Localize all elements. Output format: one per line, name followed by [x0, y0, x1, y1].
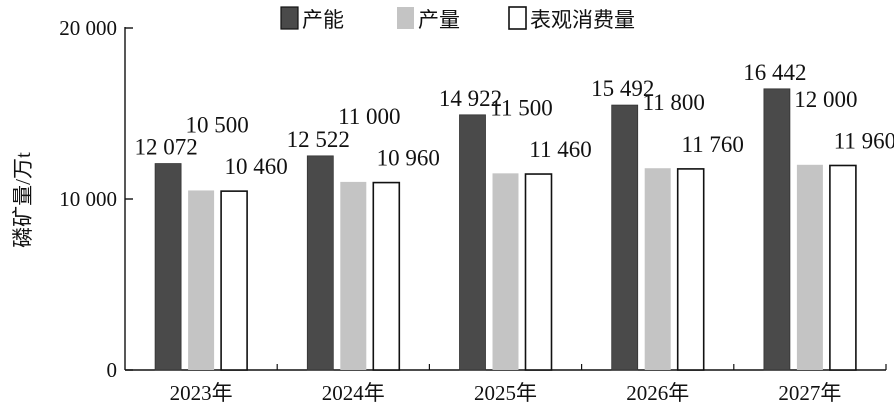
bar-production [492, 173, 519, 370]
legend: 产能 产量 表观消费量 [280, 6, 635, 32]
data-label-consumption: 11 960 [834, 128, 894, 153]
bar-consumption [220, 190, 248, 371]
y-tick-label: 20 000 [59, 16, 117, 40]
legend-swatch-production [397, 7, 414, 29]
y-tick-label: 10 000 [59, 187, 117, 211]
data-label-consumption: 10 960 [377, 146, 440, 171]
legend-label-consumption: 表观消费量 [530, 8, 635, 32]
bar-production [340, 181, 367, 370]
data-label-capacity: 15 492 [591, 76, 654, 101]
y-axis: 20 000 10 000 0 [59, 16, 133, 382]
legend-swatch-capacity [280, 6, 299, 30]
bar-consumption [676, 168, 705, 371]
bar-production [188, 190, 215, 370]
x-tick-label: 2025年 [474, 381, 537, 405]
data-label-production: 11 500 [490, 95, 552, 120]
bar-consumption [524, 173, 553, 371]
data-label-capacity: 14 922 [439, 86, 502, 111]
bar-production [796, 164, 823, 370]
legend-item-capacity: 产能 [280, 6, 344, 32]
legend-item-production: 产量 [397, 7, 460, 32]
data-label-production: 11 000 [338, 104, 400, 129]
data-label-capacity: 12 522 [287, 127, 350, 152]
y-tick-label: 0 [107, 358, 118, 382]
data-label-production: 12 000 [794, 87, 857, 112]
data-label-capacity: 12 072 [134, 135, 197, 160]
data-label-consumption: 11 460 [529, 137, 591, 162]
data-label-consumption: 10 460 [224, 154, 287, 179]
data-label-consumption: 11 760 [681, 132, 743, 157]
data-label-capacity: 16 442 [743, 60, 806, 85]
legend-swatch-consumption [508, 6, 527, 30]
legend-item-consumption: 表观消费量 [508, 6, 635, 32]
legend-label-capacity: 产能 [302, 8, 344, 32]
x-tick-label: 2026年 [626, 381, 689, 405]
y-axis-title: 磷矿量/万t [11, 152, 35, 248]
bar-capacity [611, 104, 639, 371]
bar-capacity [763, 88, 791, 371]
data-label-production: 11 800 [642, 90, 704, 115]
bar-consumption [829, 164, 857, 371]
bar-production [644, 168, 671, 370]
data-label-production: 10 500 [185, 112, 248, 137]
bar-consumption [372, 181, 401, 371]
x-tick-label: 2024年 [322, 381, 385, 405]
x-tick-label: 2023年 [170, 381, 233, 405]
bar-capacity [459, 114, 486, 371]
legend-label-production: 产量 [418, 8, 460, 32]
bar-capacity [154, 163, 182, 371]
x-tick-label: 2027年 [778, 381, 841, 405]
bars [154, 88, 857, 371]
bar-capacity [306, 155, 334, 371]
